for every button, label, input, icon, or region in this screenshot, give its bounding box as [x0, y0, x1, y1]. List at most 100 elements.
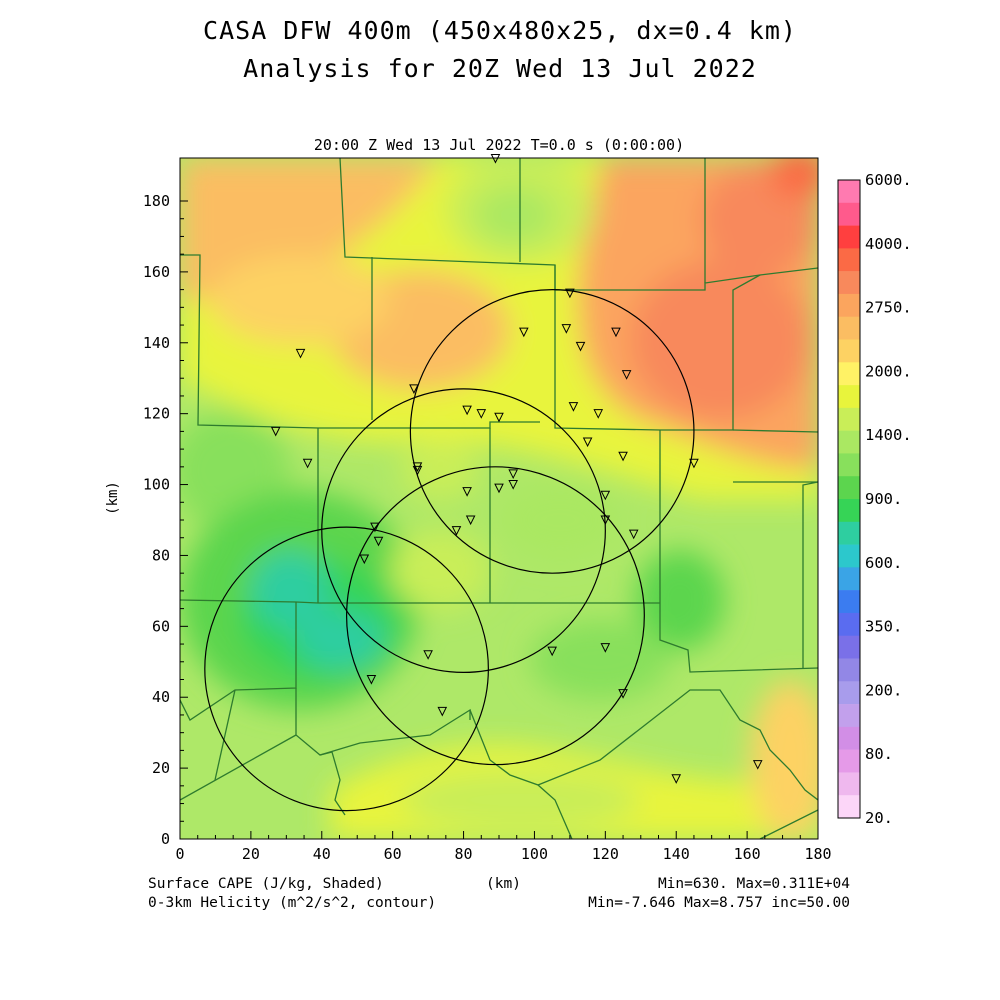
y-tick-label: 0 — [161, 830, 170, 848]
colorbar-label: 350. — [865, 618, 902, 636]
colorbar-swatch — [838, 749, 860, 773]
y-tick-label: 60 — [152, 617, 170, 635]
station-marker — [366, 675, 377, 685]
station-marker — [270, 426, 281, 437]
radar-circle-2 — [321, 388, 606, 674]
station-marker — [568, 402, 579, 412]
footer-cape-range: Min=630. Max=0.311E+04 — [657, 876, 850, 892]
station-marker — [359, 554, 370, 565]
x-tick-label: 160 — [734, 845, 761, 863]
axes: 0 20 40 60 80 100 120 140 160 180 0 20 40 60 80 100 120 1… — [143, 192, 832, 863]
colorbar-swatch — [838, 293, 860, 318]
colorbar-label: 200. — [865, 681, 902, 699]
colorbar-swatch — [838, 681, 860, 705]
station-marker — [508, 469, 518, 480]
station-marker — [476, 409, 487, 419]
colorbar-swatch — [838, 339, 860, 363]
cape-shaded-field — [180, 158, 818, 839]
station-marker — [508, 480, 518, 490]
station-marker — [600, 490, 611, 501]
x-tick-label: 80 — [455, 845, 473, 863]
station-marker — [423, 650, 433, 660]
station-marker — [600, 515, 611, 526]
colorbar-swatch — [838, 590, 860, 614]
colorbar-swatch — [838, 476, 860, 500]
station-marker — [547, 646, 557, 657]
x-tick-label: 120 — [592, 845, 619, 863]
x-tick-label: 0 — [175, 845, 184, 863]
y-tick-label: 80 — [152, 546, 170, 564]
colorbar-swatch — [838, 704, 860, 728]
station-marker — [618, 689, 628, 699]
station-marker — [752, 760, 763, 770]
time-subtitle: 20:00 Z Wed 13 Jul 2022 T=0.0 s (0:00:00… — [313, 136, 685, 154]
radar-circle-3 — [345, 466, 645, 766]
radar-circle-1 — [409, 289, 695, 574]
y-tick-label: 20 — [152, 759, 170, 777]
colorbar-swatch — [838, 612, 860, 637]
y-tick-label: 120 — [143, 405, 170, 423]
colorbar-label: 2000. — [865, 362, 912, 380]
station-marker — [611, 327, 621, 338]
colorbar-swatch — [838, 795, 860, 819]
colorbar-swatch — [838, 362, 860, 386]
colorbar-swatch — [838, 499, 860, 523]
colorbar-swatch — [838, 407, 860, 431]
station-markers — [270, 153, 763, 784]
station-marker — [451, 526, 462, 536]
x-tick-label: 60 — [384, 845, 402, 863]
station-marker — [409, 384, 419, 394]
colorbar-swatch — [838, 635, 860, 659]
station-marker — [565, 288, 575, 299]
station-marker — [621, 370, 632, 380]
station-marker — [373, 536, 384, 547]
colorbar-swatch — [838, 544, 860, 568]
x-tick-label: 180 — [804, 845, 831, 863]
footer-cape-label: Surface CAPE (J/kg, Shaded) — [148, 876, 384, 892]
station-marker — [295, 348, 306, 359]
y-tick-label: 180 — [143, 192, 170, 210]
colorbar-swatch — [838, 316, 860, 340]
station-marker — [465, 515, 476, 526]
colorbar-swatch — [838, 658, 860, 682]
station-marker — [628, 529, 639, 540]
station-marker — [302, 458, 313, 469]
colorbar-swatch — [838, 453, 860, 477]
colorbar-swatch — [838, 248, 860, 272]
colorbar-swatch — [838, 430, 860, 454]
station-marker — [689, 458, 699, 469]
radar-range-circles — [204, 289, 695, 812]
colorbar-swatch — [838, 180, 860, 204]
station-marker — [437, 706, 448, 717]
station-marker — [600, 643, 611, 653]
station-marker — [494, 483, 504, 494]
colorbar-label: 6000. — [865, 171, 912, 189]
station-marker — [462, 487, 472, 497]
station-marker — [462, 405, 472, 416]
title-line-2: Analysis for 20Z Wed 13 Jul 2022 — [243, 54, 757, 83]
radar-circle-4 — [204, 526, 489, 812]
station-marker — [593, 409, 604, 419]
station-marker — [618, 451, 628, 462]
station-marker — [494, 412, 504, 423]
colorbar-swatch — [838, 385, 860, 409]
station-marker — [671, 774, 682, 784]
station-marker — [582, 437, 593, 448]
colorbar-swatch — [838, 521, 860, 545]
y-tick-label: 160 — [143, 263, 170, 281]
county-boundaries — [180, 158, 818, 839]
y-axis-unit: (km) — [105, 481, 121, 515]
colorbar-frame — [837, 179, 861, 819]
x-tick-label: 40 — [313, 845, 331, 863]
station-marker — [561, 324, 572, 334]
colorbar-swatch — [838, 772, 860, 796]
x-tick-label: 20 — [242, 845, 260, 863]
colorbar-swatch — [838, 726, 860, 750]
colorbar-label: 4000. — [865, 235, 912, 253]
colorbar-label: 20. — [865, 809, 893, 827]
footer-helicity-label: 0-3km Helicity (m^2/s^2, contour) — [148, 895, 437, 911]
colorbar-swatch — [838, 567, 860, 591]
x-tick-label: 100 — [521, 845, 548, 863]
title-line-1: CASA DFW 400m (450x480x25, dx=0.4 km) — [203, 16, 797, 45]
